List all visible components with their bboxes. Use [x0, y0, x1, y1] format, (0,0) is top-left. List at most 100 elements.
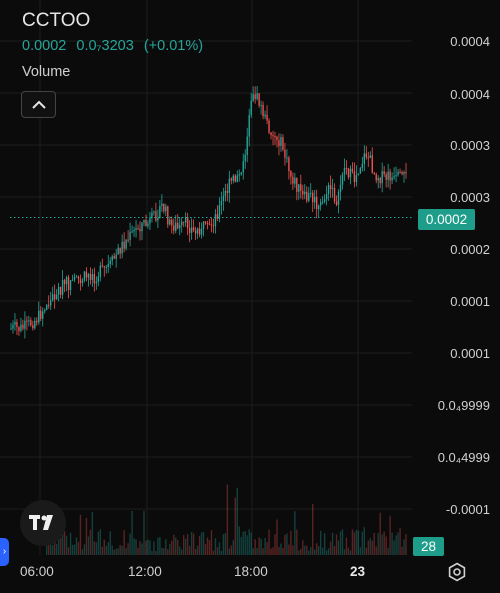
- tradingview-logo[interactable]: [20, 500, 66, 546]
- volume-bar: [91, 511, 94, 555]
- candle-body: [149, 217, 151, 224]
- candle-body: [69, 280, 72, 290]
- candle-body: [258, 93, 260, 106]
- volume-bar: [389, 516, 391, 555]
- collapse-legend-button[interactable]: [21, 91, 56, 118]
- volume-bar: [258, 537, 260, 555]
- volume-bar: [234, 497, 236, 555]
- volume-bar: [331, 532, 334, 555]
- candle-body: [147, 223, 149, 227]
- candle-body: [184, 217, 187, 223]
- candle-body: [36, 320, 38, 323]
- candle-body: [18, 327, 20, 331]
- volume-bar: [256, 548, 258, 555]
- volume-bar: [123, 530, 125, 555]
- y-tick-label: 0.0004: [450, 34, 490, 49]
- candle-body: [169, 219, 171, 225]
- volume-bars: [46, 484, 407, 555]
- candle-body: [270, 132, 272, 136]
- candle-body: [87, 274, 90, 278]
- volume-bar: [310, 547, 312, 555]
- candle-body: [266, 114, 268, 121]
- x-tick-label: 06:00: [20, 564, 54, 579]
- volume-bar: [224, 533, 227, 555]
- candle-body: [30, 320, 32, 326]
- candle-body: [319, 202, 322, 206]
- volume-bar: [135, 539, 137, 555]
- volume-bar: [284, 534, 286, 555]
- candle-body: [101, 265, 103, 267]
- candle-body: [312, 192, 314, 203]
- candle-body: [175, 222, 177, 231]
- gear-icon[interactable]: [447, 562, 467, 582]
- candle-body: [127, 239, 129, 241]
- volume-bar: [210, 530, 213, 555]
- candle-body: [145, 219, 147, 227]
- volume-bar: [393, 540, 395, 555]
- current-price-tag: 0.0002: [418, 209, 475, 230]
- volume-bar: [325, 550, 328, 555]
- volume-bar: [113, 549, 115, 555]
- candle-body: [228, 178, 231, 193]
- volume-bar: [312, 503, 314, 555]
- volume-bar: [115, 548, 117, 555]
- candle-body: [20, 324, 22, 331]
- candle-body: [26, 320, 28, 322]
- candle-body: [16, 321, 18, 328]
- candle-body: [367, 157, 369, 159]
- candle-body: [179, 225, 181, 229]
- candle-body: [181, 221, 183, 226]
- candle-body: [75, 276, 78, 278]
- volume-bar: [182, 535, 185, 555]
- candle-body: [133, 230, 135, 232]
- chart-gridlines: [0, 0, 412, 555]
- volume-bar: [167, 549, 169, 555]
- candle-body: [349, 168, 352, 178]
- candle-body: [190, 227, 193, 233]
- candle-body: [117, 247, 119, 255]
- volume-bar: [139, 541, 141, 555]
- volume-bar: [46, 541, 48, 555]
- candle-body: [97, 276, 100, 282]
- side-panel-toggle[interactable]: ›: [0, 538, 9, 566]
- candle-body: [379, 177, 381, 184]
- candle-body: [141, 222, 143, 232]
- candle-body: [292, 176, 294, 184]
- candle-body: [182, 221, 185, 223]
- volume-bar: [268, 529, 270, 555]
- candle-body: [173, 225, 175, 231]
- volume-bar: [65, 535, 68, 555]
- candle-body: [151, 212, 153, 218]
- candle-body: [38, 310, 40, 323]
- candle-body: [73, 276, 76, 280]
- volume-bar: [85, 517, 88, 555]
- volume-bar: [179, 546, 181, 555]
- volume-bar: [95, 542, 98, 555]
- volume-bar: [101, 546, 103, 555]
- candle-body: [208, 223, 211, 225]
- candle-body: [77, 276, 80, 280]
- candle-body: [157, 218, 159, 221]
- candle-body: [343, 167, 346, 175]
- volume-bar: [87, 536, 90, 555]
- candle-body: [214, 214, 217, 227]
- candle-body: [186, 217, 189, 229]
- volume-bar: [262, 548, 264, 555]
- candle-body: [296, 177, 298, 192]
- candle-body: [81, 280, 84, 284]
- candle-body: [353, 171, 356, 183]
- candle-body: [155, 211, 157, 221]
- volume-bar: [319, 530, 322, 555]
- candle-body: [331, 187, 334, 190]
- candle-body: [383, 171, 385, 175]
- volume-bar: [196, 545, 199, 555]
- volume-bar: [359, 547, 362, 555]
- candle-body: [240, 172, 242, 175]
- volume-bar: [153, 541, 155, 555]
- volume-bar: [109, 531, 111, 555]
- candle-body: [363, 153, 366, 164]
- candle-body: [341, 174, 344, 185]
- volume-bar: [228, 548, 231, 555]
- volume-bar: [73, 544, 76, 555]
